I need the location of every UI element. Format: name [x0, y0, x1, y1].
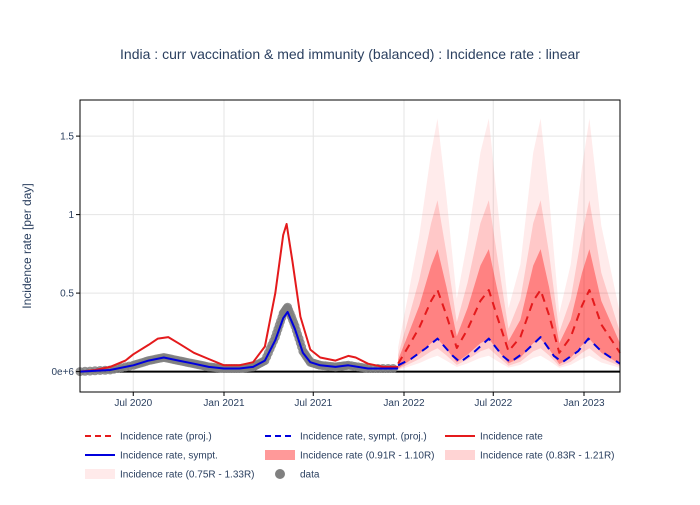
x-axis-ticks: Jul 2020 Jan 2021 Jul 2021 Jan 2022 Jul 2022…: [114, 392, 605, 409]
legend-label: Incidence rate (0.83R - 1.21R): [480, 451, 615, 462]
series-line: [397, 289, 621, 365]
legend-swatch: [275, 469, 285, 479]
x-tick-label: Jul 2022: [474, 398, 512, 409]
y-axis-ticks: 0e+6 0.5 1 1.5: [51, 132, 80, 378]
legend-label: Incidence rate, sympt. (proj.): [300, 432, 427, 443]
legend-swatch: [265, 450, 295, 460]
legend-swatch: [85, 469, 115, 479]
series-line: [397, 336, 621, 367]
legend-swatch: [445, 450, 475, 460]
band-area: [398, 249, 620, 369]
legend-label: Incidence rate, sympt.: [120, 451, 218, 462]
y-tick-label: 1.5: [60, 132, 74, 143]
x-tick-label: Jan 2021: [203, 398, 245, 409]
legend-label: Incidence rate (proj.): [120, 432, 212, 443]
x-tick-label: Jul 2021: [294, 398, 332, 409]
legend-label: Incidence rate (0.91R - 1.10R): [300, 451, 435, 462]
legend-label: data: [300, 470, 320, 481]
chart-title: India : curr vaccination & med immunity …: [120, 46, 580, 62]
y-tick-label: 0.5: [60, 289, 74, 300]
legend-label: Incidence rate: [480, 432, 543, 443]
x-tick-label: Jan 2022: [383, 398, 425, 409]
plot-frame: [79, 99, 621, 393]
series-lines: [79, 223, 621, 373]
series-line: [79, 310, 399, 373]
series-line: [79, 223, 399, 373]
x-tick-label: Jul 2020: [114, 398, 152, 409]
y-tick-label: 0e+6: [51, 367, 74, 378]
band-area: [398, 200, 620, 370]
legend-label: Incidence rate (0.75R - 1.33R): [120, 470, 255, 481]
legend: Incidence rate (proj.) Incidence rate, sy…: [85, 432, 615, 481]
x-tick-label: Jan 2023: [563, 398, 605, 409]
y-tick-label: 1: [68, 210, 74, 221]
y-axis-label: Incidence rate [per day]: [20, 183, 34, 308]
band-area: [398, 118, 620, 371]
confidence-bands: [398, 118, 620, 371]
